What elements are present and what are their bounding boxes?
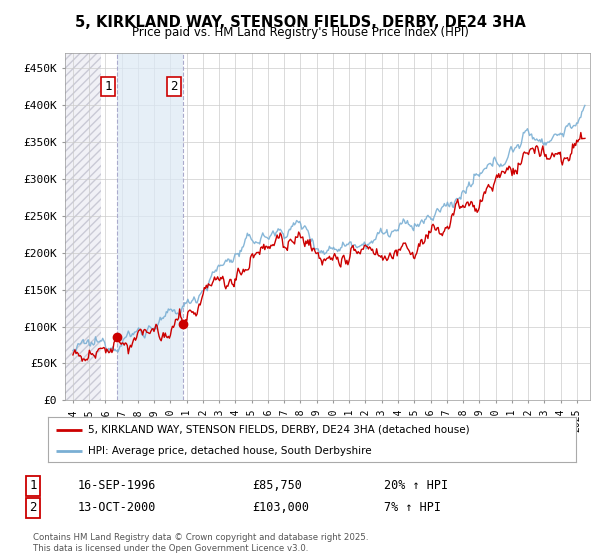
Text: 5, KIRKLAND WAY, STENSON FIELDS, DERBY, DE24 3HA: 5, KIRKLAND WAY, STENSON FIELDS, DERBY, …	[74, 15, 526, 30]
Bar	[65, 53, 101, 400]
Text: 20% ↑ HPI: 20% ↑ HPI	[384, 479, 448, 492]
Text: Contains HM Land Registry data © Crown copyright and database right 2025.
This d: Contains HM Land Registry data © Crown c…	[33, 533, 368, 553]
Text: 5, KIRKLAND WAY, STENSON FIELDS, DERBY, DE24 3HA (detached house): 5, KIRKLAND WAY, STENSON FIELDS, DERBY, …	[88, 424, 469, 435]
Text: 1: 1	[104, 80, 112, 93]
Text: 13-OCT-2000: 13-OCT-2000	[78, 501, 157, 515]
Text: HPI: Average price, detached house, South Derbyshire: HPI: Average price, detached house, Sout…	[88, 446, 371, 456]
Text: Price paid vs. HM Land Registry's House Price Index (HPI): Price paid vs. HM Land Registry's House …	[131, 26, 469, 39]
Text: 7% ↑ HPI: 7% ↑ HPI	[384, 501, 441, 515]
Text: 1: 1	[29, 479, 37, 492]
Bar	[117, 53, 183, 400]
Text: 16-SEP-1996: 16-SEP-1996	[78, 479, 157, 492]
Text: £103,000: £103,000	[252, 501, 309, 515]
Text: £85,750: £85,750	[252, 479, 302, 492]
Text: 2: 2	[170, 80, 178, 93]
Text: 2: 2	[29, 501, 37, 515]
